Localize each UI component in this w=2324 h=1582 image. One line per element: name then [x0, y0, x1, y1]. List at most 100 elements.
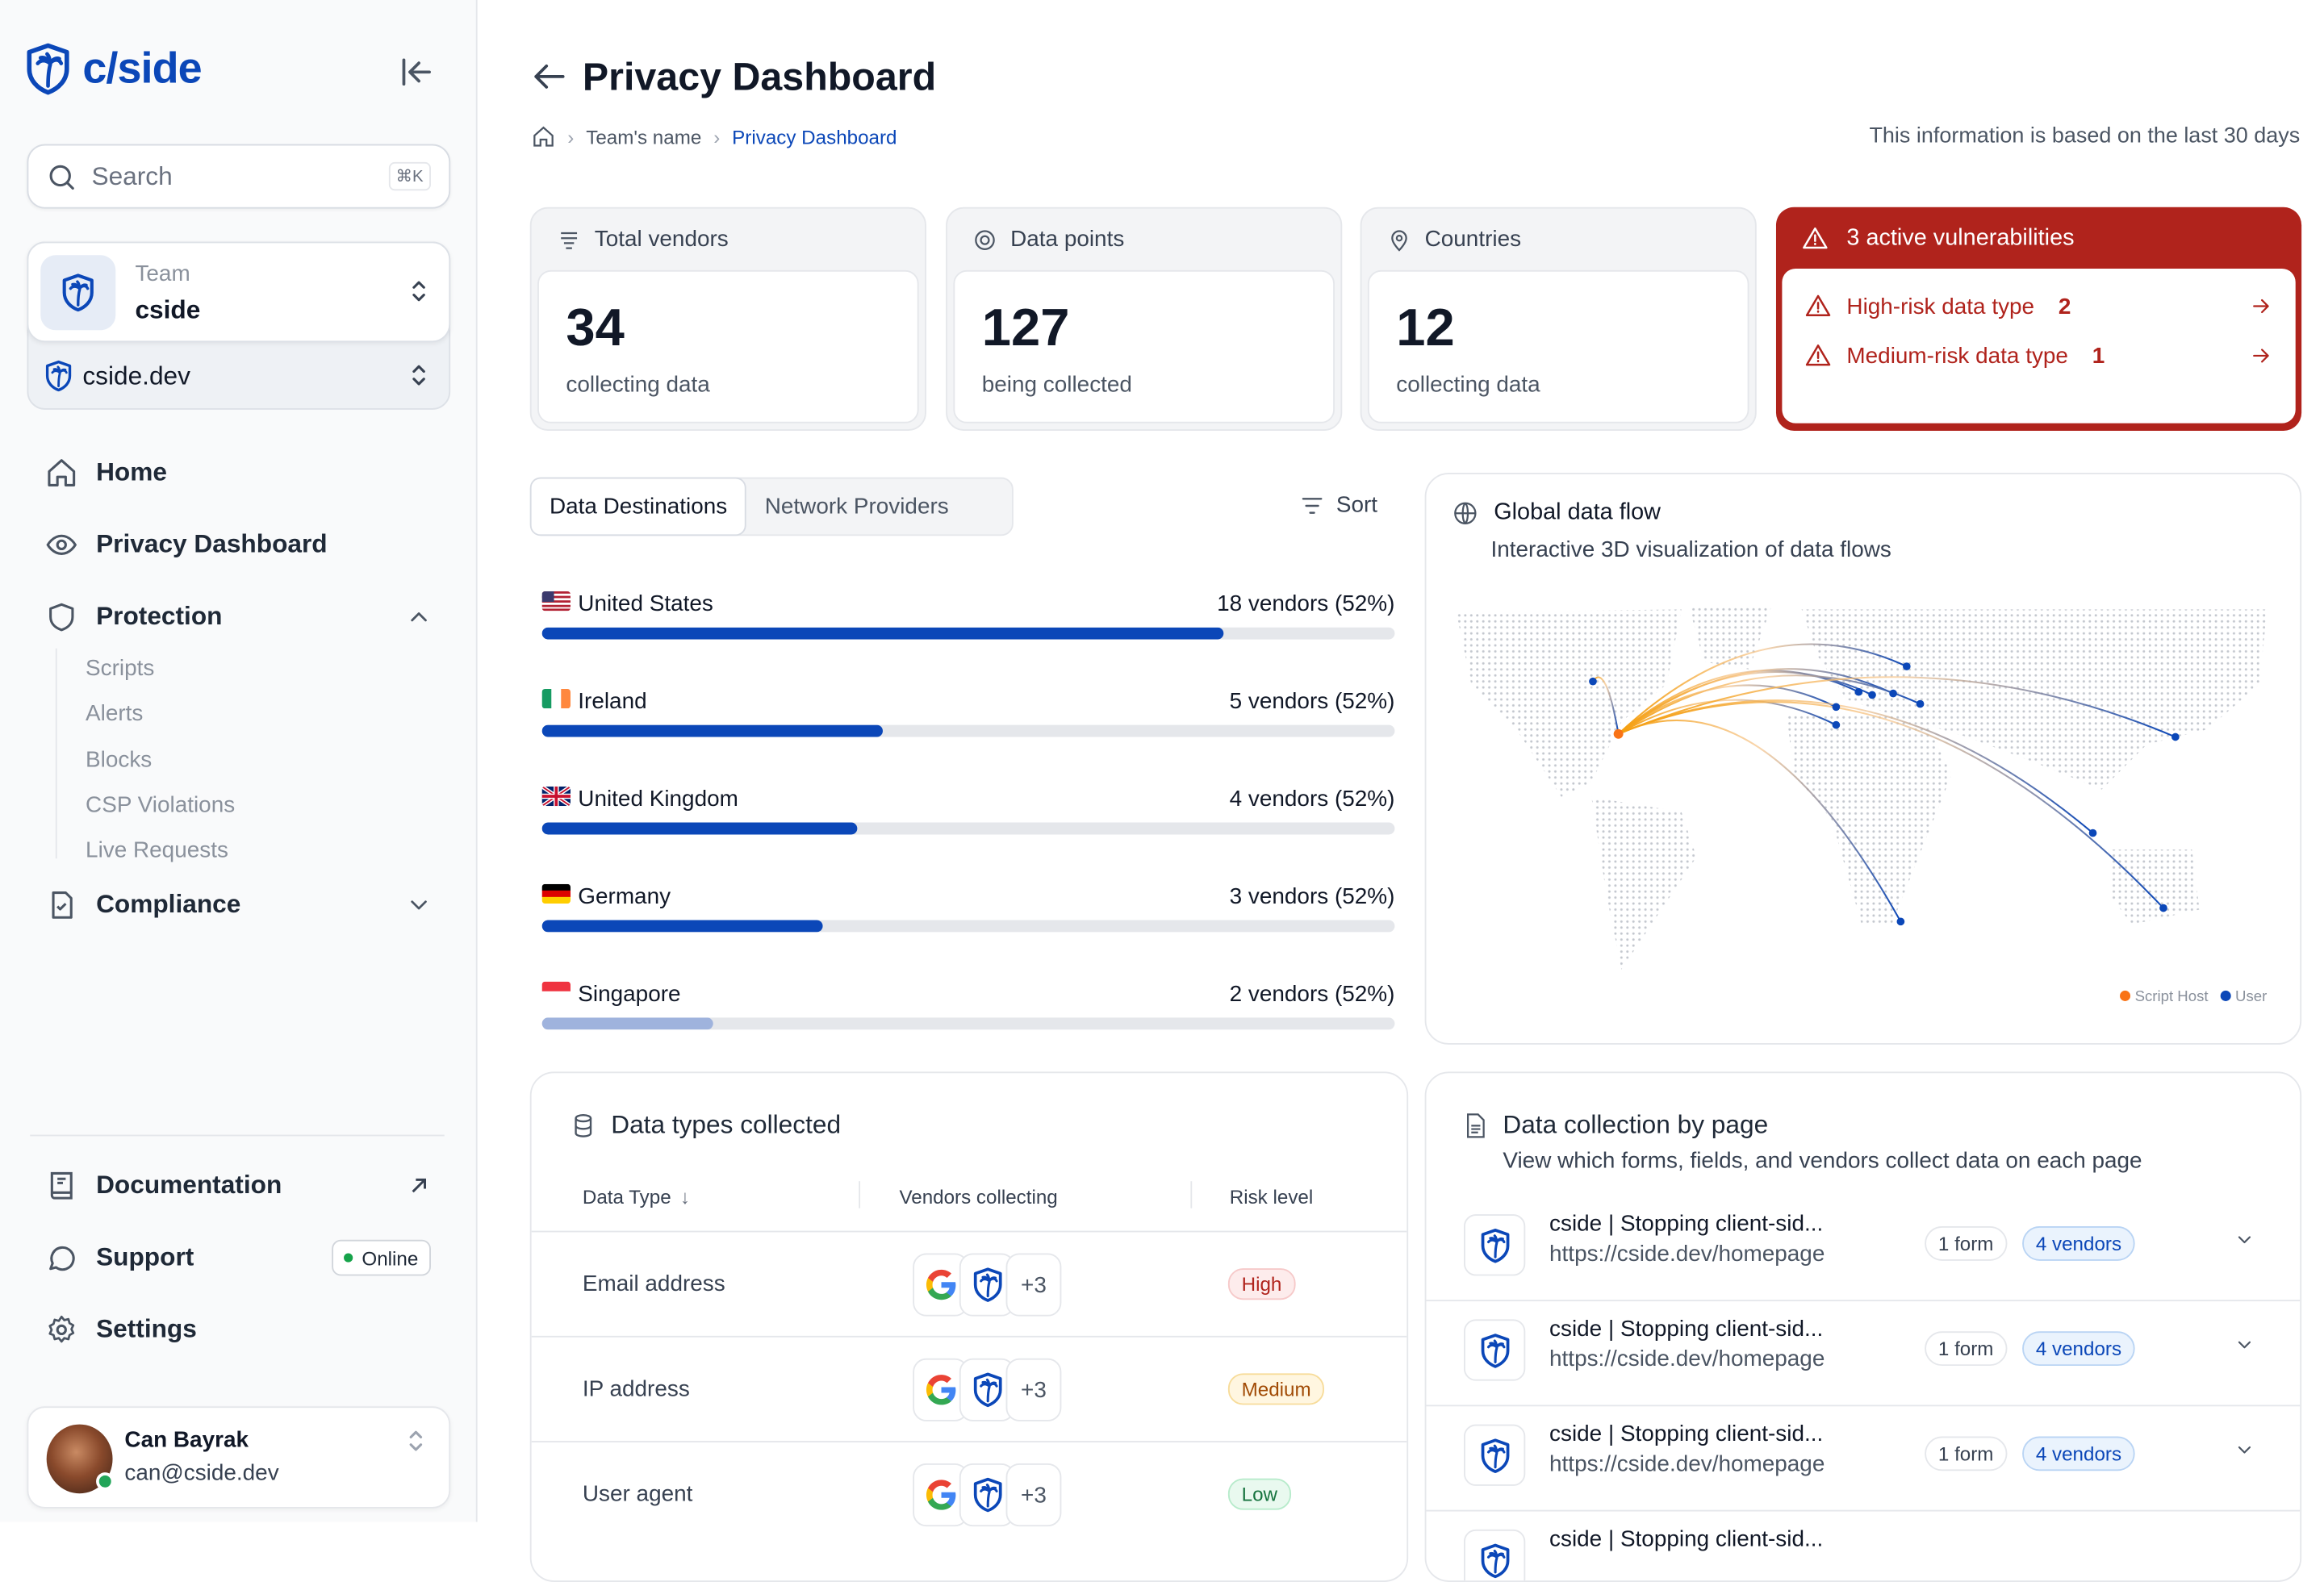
- sidebar-item-compliance[interactable]: Compliance: [45, 888, 240, 921]
- user-point[interactable]: [1589, 677, 1597, 686]
- warning-icon: [1804, 293, 1831, 319]
- sort-button[interactable]: Sort: [1300, 492, 1377, 518]
- cside-shield-icon: [959, 1358, 1015, 1421]
- column-header-data-type[interactable]: Data Type ↓: [582, 1185, 690, 1208]
- progress-fill: [541, 724, 884, 737]
- user-point[interactable]: [2159, 904, 2167, 912]
- stat-value: 127: [981, 298, 1070, 357]
- sidebar-item-home[interactable]: Home: [45, 457, 167, 490]
- user-point[interactable]: [2088, 829, 2097, 837]
- table-row[interactable]: User agent +3 Low: [531, 1441, 1407, 1546]
- sidebar-item-label: Protection: [96, 602, 223, 631]
- logo[interactable]: c/side: [26, 42, 203, 96]
- pages-title: Data collection by page: [1503, 1110, 1769, 1140]
- user-menu[interactable]: Can Bayrak can@cside.dev: [27, 1406, 451, 1509]
- chevron-down-icon[interactable]: [2234, 1439, 2255, 1460]
- stat-label: Countries: [1424, 226, 1522, 253]
- domain-name: cside.dev: [82, 361, 190, 390]
- user-point[interactable]: [1902, 662, 1911, 670]
- sidebar-subitem-live-requests[interactable]: Live Requests: [86, 837, 228, 863]
- page-favicon: [1463, 1424, 1526, 1486]
- data-period-info: This information is based on the last 30…: [1869, 124, 2301, 149]
- page-url: https://cside.dev/homepage: [1549, 1241, 1825, 1267]
- column-header-vendors: Vendors collecting: [899, 1185, 1058, 1208]
- breadcrumb-team[interactable]: Team's name: [586, 125, 702, 148]
- sidebar-subitem-alerts[interactable]: Alerts: [86, 700, 144, 727]
- flow-arc: [1618, 674, 1921, 735]
- external-link-icon: [412, 1178, 427, 1193]
- user-point[interactable]: [1832, 703, 1841, 712]
- page-row[interactable]: cside | Stopping client-sid... https://c…: [1426, 1301, 2301, 1407]
- page-row[interactable]: cside | Stopping client-sid...: [1426, 1512, 2300, 1581]
- vulnerability-medium-risk[interactable]: Medium-risk data type 1: [1804, 342, 2272, 369]
- team-selector[interactable]: Team cside: [27, 241, 451, 343]
- page-title: cside | Stopping client-sid...: [1549, 1316, 1824, 1342]
- search-icon: [49, 164, 74, 190]
- script-host-point[interactable]: [1613, 728, 1624, 739]
- continent-australia: [2109, 849, 2200, 925]
- flow-arc: [1618, 719, 1902, 922]
- world-map[interactable]: [1426, 474, 2303, 1046]
- page-row[interactable]: cside | Stopping client-sid... https://c…: [1426, 1196, 2301, 1302]
- back-arrow-icon[interactable]: [532, 60, 568, 93]
- stat-card-total-vendors: Total vendors 34 collecting data: [529, 207, 926, 431]
- breadcrumb-separator: ›: [713, 125, 721, 148]
- page-row[interactable]: cside | Stopping client-sid... https://c…: [1426, 1406, 2301, 1512]
- vendor-avatars[interactable]: +3: [913, 1253, 1062, 1317]
- sort-descending-icon: ↓: [679, 1185, 690, 1208]
- search-placeholder: Search: [91, 161, 173, 190]
- country-name: Germany: [578, 883, 671, 910]
- progress-fill: [541, 920, 824, 933]
- user-point[interactable]: [1896, 917, 1905, 926]
- chevron-up-icon[interactable]: [405, 603, 432, 630]
- chevron-down-icon[interactable]: [405, 891, 432, 918]
- chevron-down-icon[interactable]: [2234, 1229, 2255, 1250]
- vulnerability-count: 2: [2058, 293, 2071, 319]
- arrow-right-icon: [2249, 344, 2273, 368]
- sidebar-subitem-csp-violations[interactable]: CSP Violations: [86, 792, 236, 818]
- pages-subtitle: View which forms, fields, and vendors co…: [1503, 1148, 2142, 1174]
- sidebar-subitem-scripts[interactable]: Scripts: [86, 656, 155, 682]
- map-pin-icon: [1391, 229, 1407, 251]
- stack-icon: [561, 231, 578, 248]
- vendor-avatars[interactable]: +3: [913, 1358, 1062, 1421]
- sidebar-subitem-blocks[interactable]: Blocks: [86, 747, 153, 774]
- table-row[interactable]: Email address +3 High: [531, 1230, 1407, 1336]
- status-dot: [344, 1253, 353, 1263]
- sidebar-item-documentation[interactable]: Documentation: [45, 1169, 282, 1202]
- risk-badge: Low: [1227, 1478, 1291, 1510]
- chevron-up-down-icon: [403, 361, 433, 390]
- sidebar-item-privacy-dashboard[interactable]: Privacy Dashboard: [45, 528, 328, 561]
- search-input[interactable]: Search ⌘K: [27, 144, 451, 209]
- home-icon[interactable]: [532, 124, 556, 148]
- vendor-count: 4 vendors (52%): [1229, 786, 1395, 812]
- page-favicon: [1463, 1529, 1526, 1581]
- sidebar-item-support[interactable]: Support: [45, 1242, 194, 1275]
- flag-icon: [541, 786, 571, 812]
- divider: [30, 1134, 445, 1137]
- progress-fill: [541, 1017, 713, 1030]
- table-row[interactable]: IP address +3 Medium: [531, 1335, 1407, 1441]
- more-vendors-count: +3: [1005, 1253, 1062, 1317]
- user-point[interactable]: [1916, 699, 1925, 708]
- user-point[interactable]: [1854, 687, 1863, 696]
- vendor-avatars[interactable]: +3: [913, 1463, 1062, 1527]
- domain-selector[interactable]: cside.dev: [28, 342, 449, 410]
- globe-icon: [1454, 502, 1477, 524]
- sidebar-item-protection[interactable]: Protection: [45, 600, 223, 633]
- user-point[interactable]: [1868, 691, 1876, 699]
- user-point[interactable]: [1832, 720, 1841, 729]
- country-name: Singapore: [578, 981, 681, 1008]
- forms-badge: 1 form: [1925, 1436, 2008, 1471]
- tab-data-destinations[interactable]: Data Destinations: [529, 477, 747, 536]
- tab-network-providers[interactable]: Network Providers: [764, 494, 949, 520]
- legend-script-host: Script Host: [2119, 989, 2209, 1006]
- vulnerability-high-risk[interactable]: High-risk data type 2: [1804, 293, 2272, 319]
- sidebar-item-settings[interactable]: Settings: [45, 1313, 197, 1346]
- user-point[interactable]: [2171, 733, 2180, 741]
- chevron-down-icon[interactable]: [2234, 1334, 2255, 1355]
- user-point[interactable]: [1889, 689, 1897, 698]
- document-check-icon: [52, 891, 73, 919]
- data-type: Email address: [582, 1271, 725, 1297]
- collapse-sidebar-icon[interactable]: [399, 56, 436, 89]
